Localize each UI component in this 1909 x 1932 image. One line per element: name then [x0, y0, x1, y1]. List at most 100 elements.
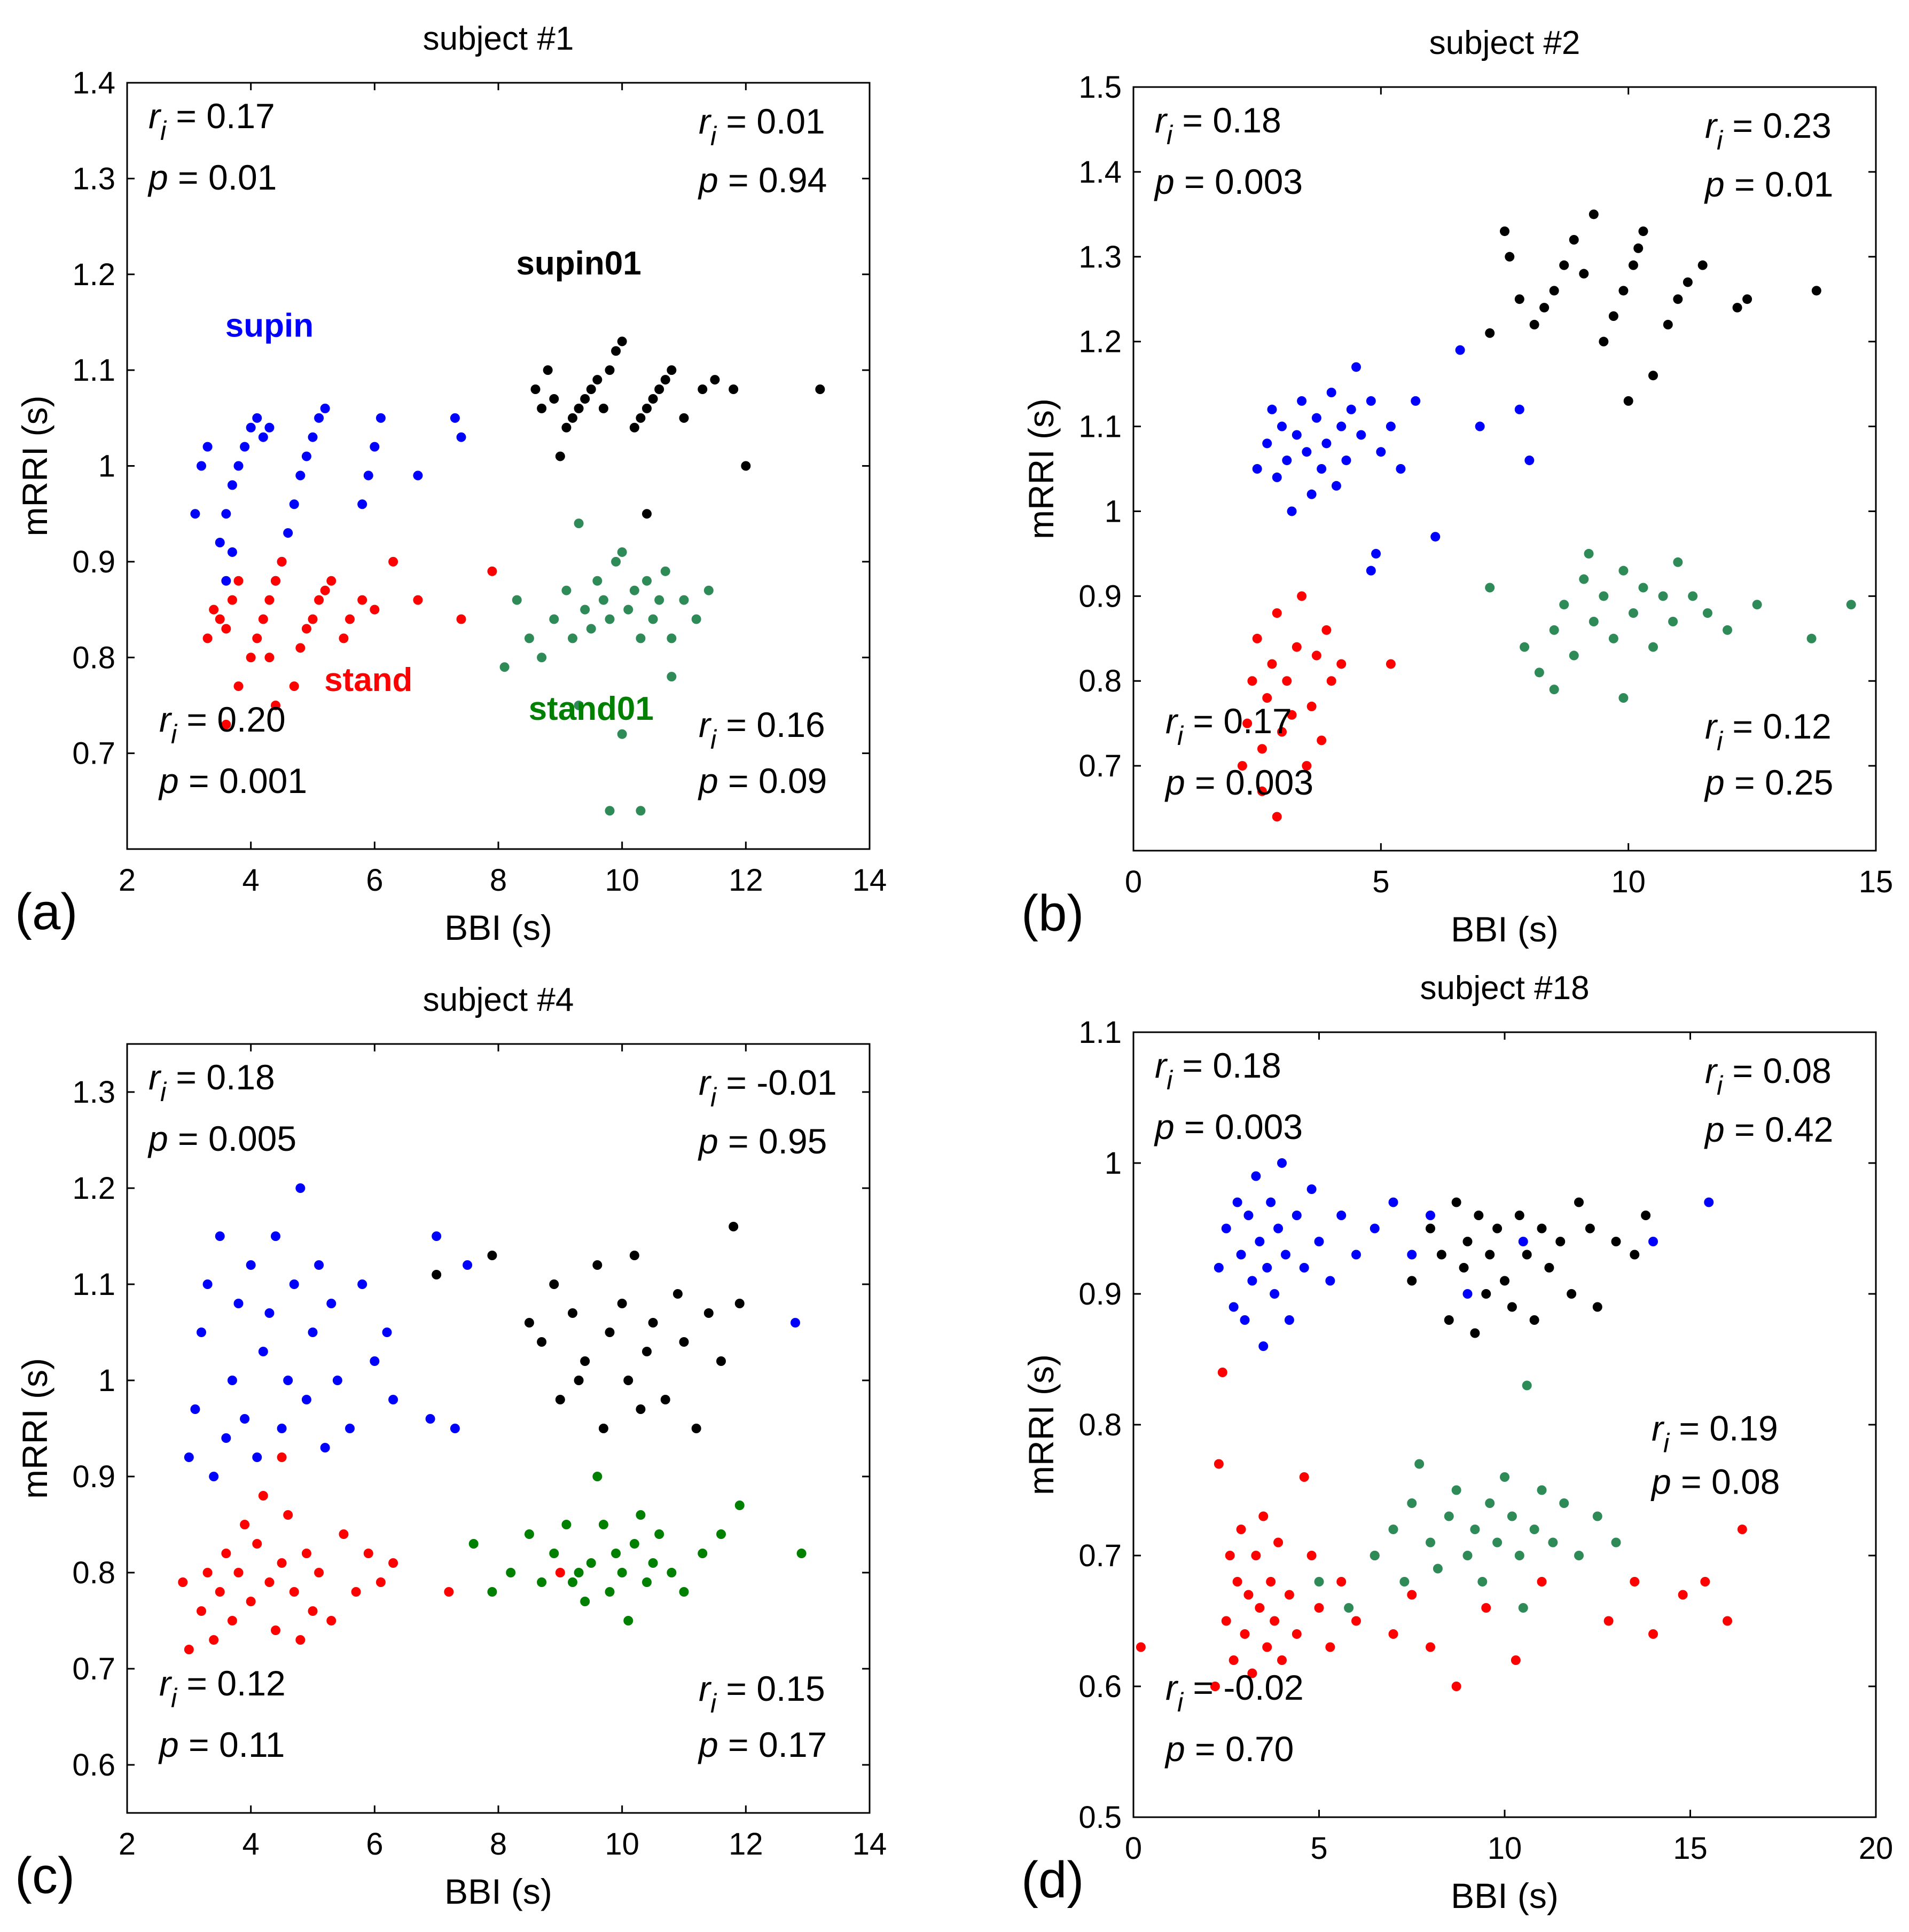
y-tick-label: 0.8: [72, 640, 115, 675]
y-axis-label: mRRI (s): [15, 1358, 54, 1499]
data-point: [227, 1376, 237, 1385]
data-point: [1451, 1682, 1461, 1691]
data-point: [1589, 209, 1599, 219]
data-point: [215, 1231, 225, 1241]
data-point: [252, 1452, 262, 1462]
data-point: [605, 365, 615, 375]
data-point: [1277, 1158, 1287, 1168]
data-point: [729, 384, 739, 394]
data-point: [314, 1260, 324, 1270]
series-2: [530, 336, 825, 519]
data-point: [246, 1260, 256, 1270]
data-point: [1630, 1250, 1640, 1260]
data-point: [574, 1568, 584, 1577]
data-point: [1668, 617, 1678, 626]
y-tick-label: 1.3: [1078, 240, 1122, 274]
x-tick-label: 10: [605, 1827, 639, 1862]
y-tick-label: 1.2: [72, 1171, 115, 1206]
data-point: [1366, 396, 1376, 406]
data-point: [660, 566, 670, 576]
data-point: [1252, 633, 1262, 643]
data-point: [209, 1472, 219, 1481]
data-point: [623, 1616, 633, 1625]
series-2: [1485, 209, 1821, 406]
data-point: [1630, 1577, 1640, 1587]
data-point: [1511, 1655, 1521, 1665]
data-point: [537, 653, 547, 663]
data-point: [598, 595, 608, 605]
data-point: [672, 1289, 683, 1299]
data-point: [1559, 1498, 1569, 1508]
r-annotation: ri = 0.01: [699, 101, 825, 151]
data-point: [1507, 1302, 1517, 1312]
panel-4: 0 5 10 15 20 0.5 0.6 0.7 0.8 0.9 1 1.1 subject #18 BB…: [1021, 970, 1893, 1915]
data-point: [295, 1183, 306, 1193]
data-point: [221, 624, 231, 634]
data-point: [592, 1472, 603, 1481]
y-tick-label: 0.7: [1078, 1538, 1122, 1573]
data-point: [1702, 608, 1712, 618]
r-annotation: ri = 0.17: [1165, 701, 1292, 751]
data-point: [703, 585, 714, 595]
data-point: [1567, 1289, 1577, 1299]
data-point: [1251, 1171, 1261, 1181]
p-annotation: p = 0.17: [698, 1725, 827, 1764]
data-point: [357, 1279, 367, 1289]
data-point: [623, 604, 633, 615]
x-tick-label: 6: [366, 1827, 383, 1862]
data-point: [301, 624, 311, 634]
data-point: [1492, 1537, 1503, 1548]
data-point: [1225, 1551, 1235, 1560]
series-4: [499, 519, 714, 816]
x-tick-label: 5: [1310, 1831, 1327, 1866]
r-annotation: ri = -0.02: [1165, 1668, 1304, 1717]
data-point: [667, 672, 677, 682]
data-point: [1663, 319, 1673, 329]
data-point: [202, 633, 213, 643]
panel-3: 2 4 6 8 10 12 14 0.6 0.7 0.8 0.9 1 1.1 1.2 1.3 subject …: [15, 981, 887, 1911]
data-point: [1537, 1577, 1547, 1587]
y-tick-label: 1: [98, 1363, 115, 1398]
data-point: [320, 585, 330, 595]
data-point: [642, 1577, 652, 1587]
data-point: [1584, 548, 1594, 559]
data-point: [1366, 566, 1376, 576]
data-point: [1287, 710, 1297, 720]
data-point: [487, 1587, 497, 1597]
data-point: [227, 595, 237, 605]
data-point: [1277, 1655, 1287, 1665]
data-point: [351, 1587, 361, 1597]
data-point: [1299, 1263, 1309, 1273]
data-point: [308, 614, 318, 624]
data-point: [1505, 252, 1515, 262]
data-point: [1217, 1368, 1227, 1377]
data-point: [1522, 1380, 1532, 1391]
x-tick-label: 20: [1859, 1831, 1894, 1866]
data-point: [1500, 1472, 1509, 1482]
r-annotation: ri = 0.15: [699, 1669, 825, 1718]
data-point: [574, 403, 584, 413]
x-tick-label: 15: [1859, 865, 1894, 899]
data-point: [339, 1529, 349, 1539]
data-point: [1569, 650, 1579, 661]
r-annotation: ri = 0.12: [159, 1663, 286, 1713]
data-point: [1426, 1211, 1435, 1220]
data-point: [642, 576, 652, 586]
data-point: [679, 413, 689, 423]
panel-letter: (c): [15, 1847, 75, 1904]
data-point: [264, 1577, 275, 1587]
data-point: [487, 1251, 497, 1260]
series-label: supin: [225, 307, 314, 344]
p-annotation: p = 0.003: [1154, 162, 1303, 201]
data-point: [611, 346, 621, 356]
data-point: [636, 413, 646, 423]
data-point: [1549, 625, 1559, 635]
y-tick-label: 0.7: [72, 1652, 115, 1686]
data-point: [264, 422, 275, 433]
data-point: [197, 461, 206, 471]
data-point: [221, 509, 231, 519]
data-point: [592, 375, 603, 385]
data-point: [1514, 1551, 1524, 1560]
data-point: [227, 1616, 237, 1625]
data-point: [1314, 1603, 1324, 1613]
